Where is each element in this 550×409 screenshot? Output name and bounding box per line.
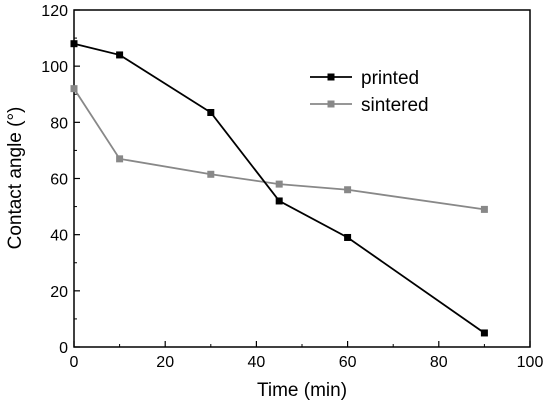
x-axis-title: Time (min) [257,380,347,401]
data-point-printed [344,233,352,241]
x-tick-label: 60 [339,354,357,371]
y-axis-title: Contact angle (°) [5,107,26,250]
legend-marker-sintered [327,100,335,108]
legend: printed sintered [310,68,429,116]
data-point-sintered [275,180,283,188]
data-point-sintered [480,205,488,213]
data-point-printed [70,40,78,48]
y-tick-label: 60 [50,172,68,189]
x-tick-label: 80 [430,354,448,371]
data-point-sintered [116,155,124,163]
y-tick-label: 100 [41,59,68,76]
y-tick-label: 120 [41,3,68,20]
y-tick-label: 40 [50,228,68,245]
x-tick-label: 0 [70,354,79,371]
legend-marker-printed [327,73,335,81]
series-sintered [70,85,488,213]
x-tick-label: 20 [156,354,174,371]
data-point-sintered [344,186,352,194]
series-line-sintered [73,88,485,211]
x-tick-label: 40 [248,354,266,371]
series-line-printed [73,42,485,334]
data-point-printed [116,51,124,59]
legend-label-printed: printed [361,68,419,89]
y-tick-label: 80 [50,115,68,132]
y-axis-ticks: 0 20 40 60 80 100 120 [41,3,80,357]
data-point-sintered [70,85,78,93]
data-point-printed [275,197,283,205]
data-point-sintered [207,170,215,178]
plot-frame [73,9,531,348]
y-tick-label: 20 [50,284,68,301]
series-printed [70,40,488,337]
series-layer [70,40,488,337]
y-tick-label: 0 [59,340,68,357]
data-point-printed [207,109,215,117]
x-axis-ticks: 0 20 40 60 80 100 [70,341,544,371]
data-point-printed [480,329,488,337]
legend-label-sintered: sintered [361,95,429,116]
x-tick-label: 100 [517,354,544,371]
